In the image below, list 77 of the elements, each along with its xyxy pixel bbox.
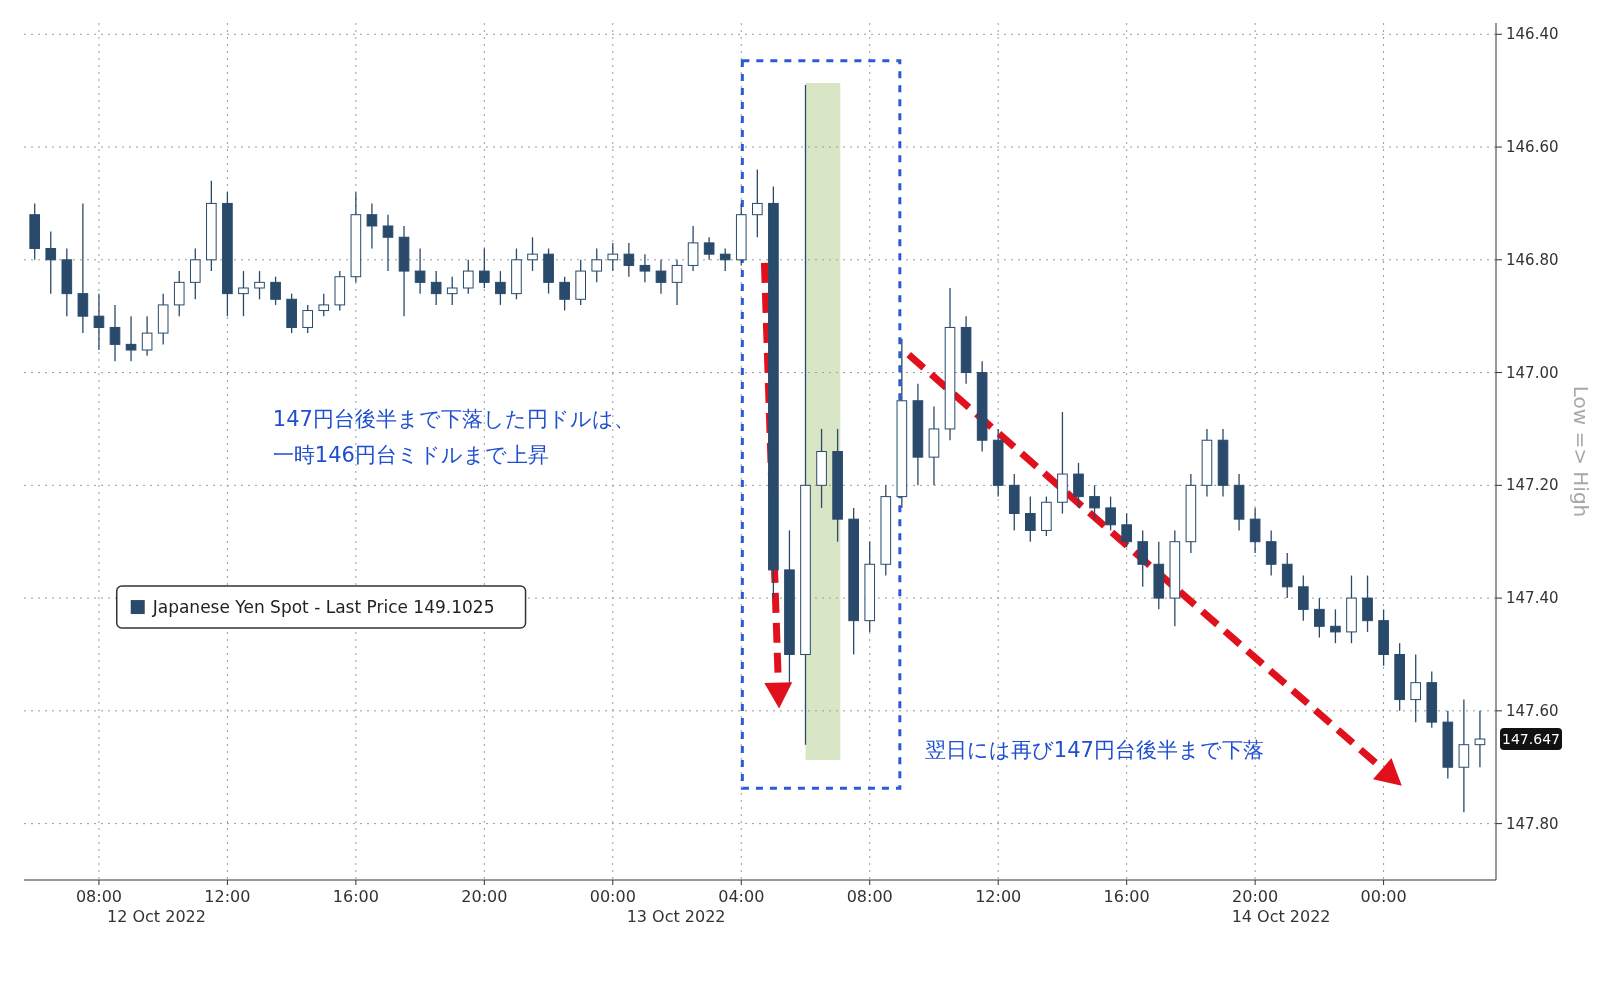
x-tick-label: 00:00	[1360, 887, 1407, 906]
x-tick-label: 20:00	[1232, 887, 1279, 906]
candlestick	[655, 259, 667, 295]
x-tick-label: 08:00	[75, 887, 122, 906]
candlestick	[45, 230, 57, 295]
candlestick	[1474, 710, 1486, 768]
candlestick	[1297, 574, 1309, 622]
candlestick	[752, 168, 763, 238]
candlestick	[446, 276, 458, 306]
candlestick	[1281, 552, 1293, 599]
y-tick-label: 146.40	[1506, 25, 1559, 44]
candlestick	[302, 304, 314, 334]
x-tick-label: 04:00	[718, 887, 765, 906]
text: 13 Oct 2022	[626, 907, 726, 926]
candlestick	[366, 202, 378, 250]
y-tick-label: 147.20	[1506, 476, 1559, 495]
x-tick-label: 20:00	[461, 887, 508, 906]
candlestick	[1249, 507, 1261, 554]
candlestick	[238, 270, 249, 317]
candlestick	[1362, 574, 1373, 633]
candlestick	[591, 247, 603, 284]
candlestick	[173, 270, 185, 317]
candlestick	[1089, 484, 1100, 520]
y-tick-label: 147.00	[1506, 363, 1559, 382]
candlestick	[719, 247, 731, 272]
candlestick	[109, 304, 121, 362]
candlestick	[382, 214, 394, 272]
candlestick	[1410, 653, 1422, 723]
x-tick-label: 12:00	[975, 887, 1022, 906]
legend-label: Japanese Yen Spot - Last Price 149.1025	[151, 597, 495, 618]
candlestick	[93, 292, 105, 351]
candlestick	[495, 270, 506, 306]
candlestick	[1314, 597, 1325, 639]
candlestick	[1105, 495, 1116, 532]
x-tick-label: 08:00	[846, 887, 893, 906]
candlestick	[559, 276, 570, 312]
y-axis-title: Low => High	[1569, 385, 1593, 518]
text: 14 Oct 2022	[1231, 907, 1331, 926]
candlestick	[430, 270, 442, 306]
y-tick-label: 146.80	[1506, 250, 1559, 269]
text: 147.647	[1502, 731, 1560, 748]
x-tick-label: 00:00	[589, 887, 636, 906]
y-tick-label: 147.80	[1506, 814, 1559, 833]
candlestick	[318, 292, 330, 317]
candlestick	[687, 225, 699, 272]
candlestick	[1137, 529, 1149, 588]
candlestick	[623, 242, 635, 278]
annotation: 一時146円台ミドルまで上昇	[272, 442, 549, 467]
text: 12 Oct 2022	[107, 907, 206, 926]
y-tick-label: 146.60	[1506, 138, 1559, 157]
candlestick	[141, 315, 153, 357]
candlestick	[527, 236, 538, 272]
candlestick	[1025, 495, 1036, 543]
candlestick	[462, 259, 474, 295]
candlestick	[270, 276, 281, 306]
candlestick	[1458, 698, 1470, 813]
candlestick	[1265, 529, 1277, 577]
annotation: 147円台後半まで下落した円ドルは、	[272, 406, 635, 431]
candlestick	[639, 253, 651, 284]
candlestick	[607, 242, 619, 272]
candlestick	[125, 315, 137, 362]
candlestick	[703, 236, 715, 261]
candlestick	[1121, 512, 1132, 548]
candlestick	[414, 247, 426, 295]
candlestick	[671, 259, 683, 306]
annotation: 翌日には再び147円台後半まで下落	[924, 738, 1264, 763]
x-tick-label: 16:00	[1103, 887, 1150, 906]
candlestick	[77, 202, 89, 334]
candlestick	[189, 247, 201, 300]
candlestick	[1073, 462, 1084, 509]
candlestick	[479, 247, 490, 289]
x-tick-label: 12:00	[204, 887, 251, 906]
candlestick	[254, 270, 265, 300]
candlestick	[1330, 608, 1341, 644]
y-tick-label: 147.60	[1506, 701, 1559, 720]
x-tick-label: 16:00	[332, 887, 379, 906]
y-tick-label: 147.40	[1506, 589, 1559, 608]
